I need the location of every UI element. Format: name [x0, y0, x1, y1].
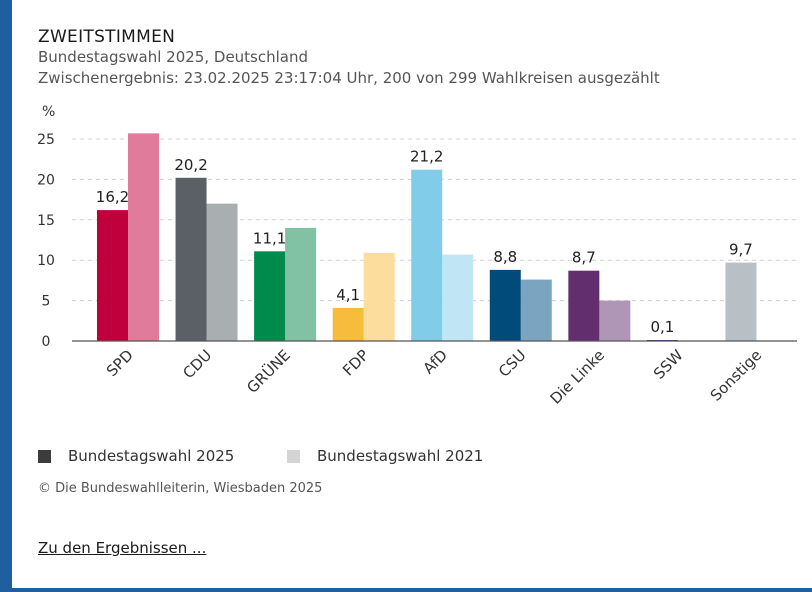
x-tick-label: Die Linke — [547, 346, 609, 408]
legend-item-2021: Bundestagswahl 2021 — [287, 447, 483, 465]
x-tick-label: Sonstige — [707, 346, 766, 405]
data-label: 11,1 — [253, 229, 286, 247]
y-axis-unit-label: % — [42, 104, 55, 120]
page-frame-bottom — [0, 588, 812, 592]
bar-2021 — [520, 279, 552, 341]
page-frame-left — [0, 0, 12, 592]
bar-2025 — [175, 177, 207, 341]
bar-2025 — [97, 210, 128, 341]
legend-label-2025: Bundestagswahl 2025 — [68, 447, 235, 465]
y-tick-label: 0 — [42, 334, 51, 350]
bar-2021 — [363, 252, 395, 341]
y-tick-label: 20 — [37, 172, 55, 188]
legend-swatch-2021 — [287, 449, 300, 463]
y-tick-label: 10 — [37, 253, 55, 269]
bar-2021 — [599, 300, 631, 341]
chart-subtitle: Bundestagswahl 2025, Deutschland — [38, 48, 309, 66]
bar-2025 — [725, 262, 757, 341]
x-tick-label: SSW — [650, 346, 687, 383]
bar-2021 — [128, 133, 159, 341]
bar-chart: % 0 5 10 15 20 25 16,2 SPD 20,2 CDU 11,1 GRÜNE 4,1 FDP… — [37, 104, 797, 408]
legend-item-2025: Bundestagswahl 2025 — [38, 447, 234, 465]
x-tick-label: SPD — [103, 346, 137, 380]
x-tick-label: CSU — [495, 346, 530, 381]
data-label: 20,2 — [174, 156, 207, 174]
bar-2021 — [285, 227, 317, 341]
bar-2021 — [442, 254, 474, 341]
bar-2025 — [568, 270, 600, 341]
bar-2025 — [332, 307, 364, 341]
data-label: 8,7 — [572, 249, 596, 267]
bar-2025 — [411, 169, 443, 341]
y-tick-label: 25 — [37, 132, 55, 148]
x-tick-label: GRÜNE — [243, 345, 294, 396]
bar-2021 — [206, 203, 238, 341]
data-label: 16,2 — [96, 188, 129, 206]
data-label: 21,2 — [410, 148, 443, 166]
bar-2025 — [254, 251, 286, 341]
y-tick-label: 5 — [42, 294, 51, 310]
x-tick-label: AfD — [420, 346, 452, 378]
legend-swatch-2025 — [38, 449, 51, 463]
chart-title: ZWEITSTIMMEN — [38, 27, 176, 47]
x-tick-label: FDP — [339, 346, 372, 379]
copyright-notice: © Die Bundeswahlleiterin, Wiesbaden 2025 — [38, 481, 323, 496]
data-label: 8,8 — [493, 248, 517, 266]
y-tick-label: 15 — [37, 213, 55, 229]
x-tick-label: CDU — [179, 346, 215, 382]
data-label: 4,1 — [336, 286, 360, 304]
chart-status-line: Zwischenergebnis: 23.02.2025 23:17:04 Uh… — [38, 69, 660, 87]
results-link[interactable]: Zu den Ergebnissen ... — [38, 539, 207, 557]
data-label: 9,7 — [729, 241, 753, 259]
data-label: 0,1 — [650, 318, 674, 336]
legend-label-2021: Bundestagswahl 2021 — [317, 447, 484, 465]
bar-2025 — [489, 269, 521, 341]
chart-header: ZWEITSTIMMEN Bundestagswahl 2025, Deutsc… — [38, 27, 660, 89]
